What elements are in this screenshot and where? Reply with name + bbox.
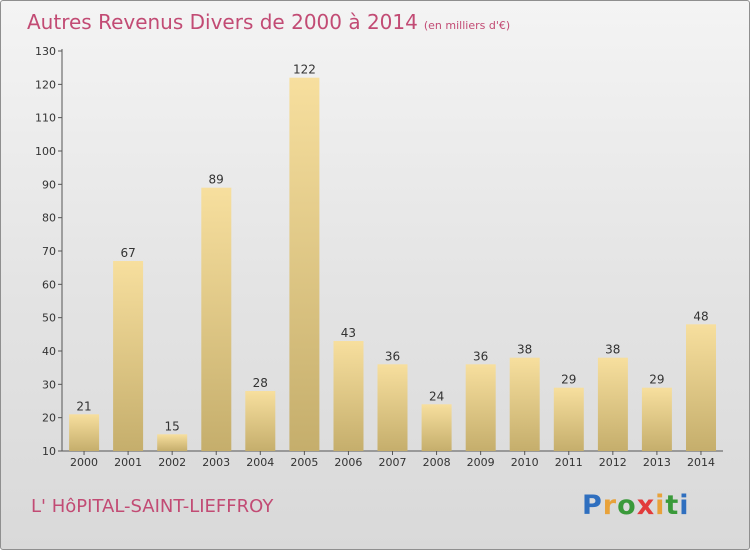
bar xyxy=(597,357,628,451)
bar xyxy=(641,387,672,451)
commune-name: L' HôPITAL-SAINT-LIEFFROY xyxy=(31,496,274,517)
bar-value-label: 43 xyxy=(341,326,356,340)
y-tick-label: 50 xyxy=(42,312,56,325)
bar-value-label: 67 xyxy=(120,246,135,260)
logo-letter: t xyxy=(665,490,680,521)
x-tick-label: 2009 xyxy=(467,456,495,469)
y-tick-label: 130 xyxy=(35,45,56,58)
logo-letter: o xyxy=(617,490,637,521)
x-tick-label: 2010 xyxy=(511,456,539,469)
y-tick-label: 80 xyxy=(42,212,56,225)
bar xyxy=(245,391,276,451)
x-tick-label: 2000 xyxy=(70,456,98,469)
bar-value-label: 89 xyxy=(209,173,224,187)
bar xyxy=(553,387,584,451)
logo-letter: x xyxy=(636,490,656,521)
bar xyxy=(289,77,320,451)
x-tick-label: 2013 xyxy=(643,456,671,469)
bar-value-label: 15 xyxy=(165,419,180,433)
x-tick-label: 2003 xyxy=(202,456,230,469)
x-tick-label: 2004 xyxy=(246,456,274,469)
bar-value-label: 36 xyxy=(385,349,400,363)
y-tick-label: 30 xyxy=(42,378,56,391)
bar xyxy=(113,261,144,451)
chart-subtitle: (en milliers d'€) xyxy=(423,19,511,32)
y-tick-label: 120 xyxy=(35,78,56,91)
bar-value-label: 48 xyxy=(693,309,708,323)
bar xyxy=(69,414,100,451)
bar-value-label: 29 xyxy=(649,373,664,387)
proxiti-logo: Proxiti xyxy=(582,490,690,521)
bar-value-label: 122 xyxy=(293,63,316,77)
y-tick-label: 100 xyxy=(35,145,56,158)
logo-letter: i xyxy=(655,490,666,521)
x-tick-label: 2007 xyxy=(379,456,407,469)
y-tick-label: 40 xyxy=(42,345,56,358)
y-tick-label: 70 xyxy=(42,245,56,258)
logo-letter: P xyxy=(582,490,603,521)
bar-value-label: 38 xyxy=(605,343,620,357)
chart-title-text: Autres Revenus Divers de 2000 à 2014 xyxy=(27,10,418,34)
x-tick-label: 2011 xyxy=(555,456,583,469)
logo-letter: r xyxy=(602,490,618,521)
x-tick-label: 2002 xyxy=(158,456,186,469)
x-tick-label: 2012 xyxy=(599,456,627,469)
bar xyxy=(421,404,452,451)
bar xyxy=(686,324,716,451)
bar xyxy=(377,364,408,451)
y-tick-label: 10 xyxy=(42,445,56,458)
y-tick-label: 110 xyxy=(35,112,56,125)
bar-value-label: 29 xyxy=(561,373,576,387)
x-tick-label: 2014 xyxy=(687,456,715,469)
bar-value-label: 21 xyxy=(76,399,91,413)
bar xyxy=(333,341,364,451)
x-tick-label: 2001 xyxy=(114,456,142,469)
y-tick-label: 90 xyxy=(42,178,56,191)
y-tick-label: 20 xyxy=(42,412,56,425)
bar-value-label: 38 xyxy=(517,343,532,357)
bar-value-label: 24 xyxy=(429,389,444,403)
bar xyxy=(201,187,232,451)
bar xyxy=(509,357,540,451)
logo-letter: i xyxy=(679,490,690,521)
bar xyxy=(157,434,188,451)
x-tick-label: 2006 xyxy=(334,456,362,469)
y-tick-label: 60 xyxy=(42,278,56,291)
chart-title: Autres Revenus Divers de 2000 à 2014 (en … xyxy=(27,10,510,34)
x-tick-label: 2008 xyxy=(423,456,451,469)
bar xyxy=(465,364,496,451)
bar-value-label: 36 xyxy=(473,349,488,363)
x-tick-label: 2005 xyxy=(290,456,318,469)
bar-value-label: 28 xyxy=(253,376,268,390)
